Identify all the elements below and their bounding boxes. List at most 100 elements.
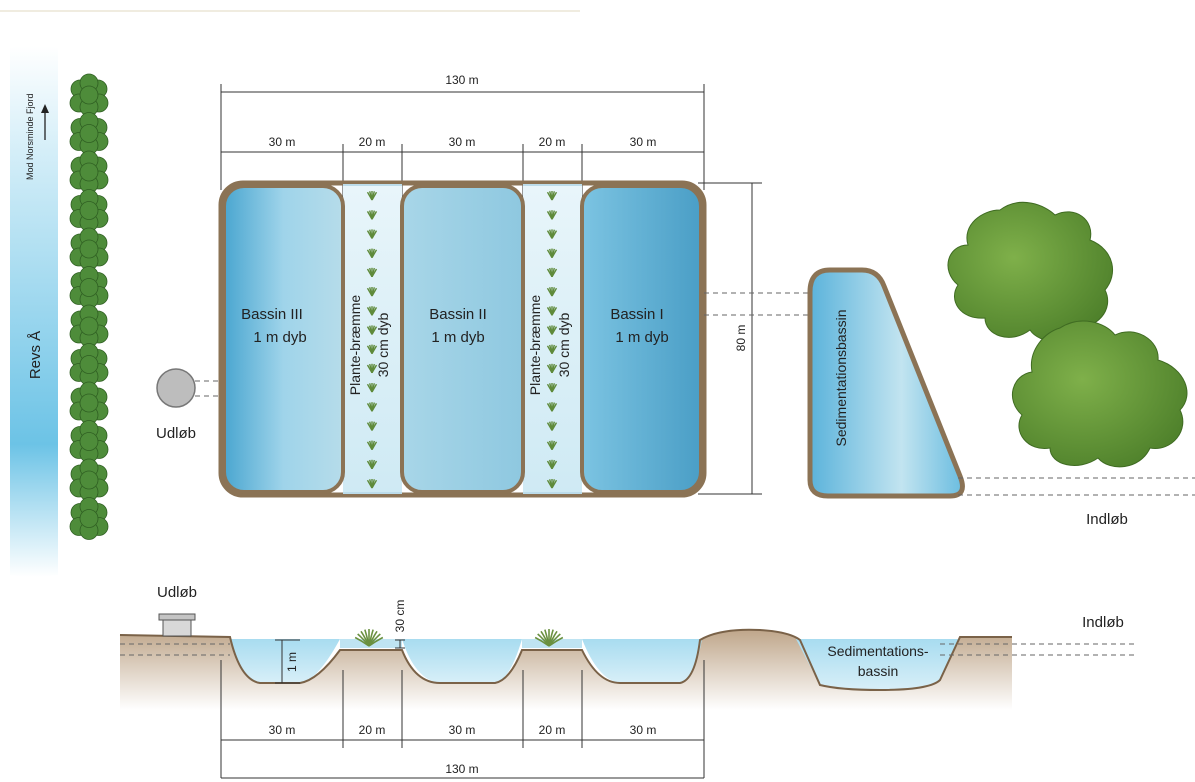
arrow-up-icon <box>41 104 49 140</box>
plant-tuft <box>546 402 558 412</box>
hedge-bush <box>69 420 109 463</box>
plant-tuft <box>366 363 378 374</box>
top-dimensions: 130 m 30 m 20 m 30 m 20 m 30 m 80 m <box>220 73 762 495</box>
plant-tuft <box>546 229 558 239</box>
outlet-box <box>158 613 196 637</box>
plant-tuft <box>546 248 558 258</box>
plant-tuft <box>546 267 558 278</box>
river-direction-label: Mod Norsminde Fjord <box>25 93 35 180</box>
plant-strip-2-name: Plante-bræmme <box>527 295 543 396</box>
cs-plant-tuft <box>354 629 384 647</box>
basin-ii <box>400 184 525 494</box>
cs-width-2: 20 m <box>359 723 386 737</box>
dim-width-3: 30 m <box>449 135 476 149</box>
water-basin-ii <box>402 639 522 683</box>
plant-tuft <box>366 287 378 297</box>
dim-total-top: 130 m <box>445 73 478 87</box>
plant-tuft <box>546 210 558 220</box>
basin-ii-name: Bassin II <box>429 306 487 323</box>
hedge-bush <box>69 304 109 348</box>
cs-depth-basin: 1 m <box>285 652 299 672</box>
plant-tuft <box>366 325 378 335</box>
inlet-label: Indløb <box>1086 511 1128 528</box>
plant-tuft <box>546 421 558 431</box>
hedge-bush <box>69 458 109 502</box>
tree-1 <box>947 201 1113 342</box>
basin-iii <box>222 184 345 494</box>
hedge-bush <box>69 150 109 194</box>
cs-sedimentation-label-1: Sedimentations- <box>827 643 929 659</box>
hedge-bush <box>69 73 109 117</box>
plant-strip-2-depth: 30 cm dyb <box>556 312 572 377</box>
plant-tuft <box>366 402 378 412</box>
dim-width-2: 20 m <box>359 135 386 149</box>
hedge-bush <box>69 381 109 425</box>
cs-width-4: 20 m <box>539 723 566 737</box>
sedimentation-basin: Sedimentationsbassin <box>807 267 965 499</box>
basin-iii-depth: 1 m dyb <box>253 329 306 346</box>
plant-tuft <box>546 191 558 201</box>
water-sedimentation <box>796 639 960 690</box>
river-name-label: Revs Å <box>27 331 44 379</box>
cs-total-length: 130 m <box>445 762 478 776</box>
sedimentation-basin-shape <box>807 267 965 499</box>
water-basin-i <box>582 639 702 683</box>
plant-tuft <box>546 306 558 316</box>
cs-depth-strip: 30 cm <box>393 600 407 633</box>
inlet: Indløb <box>958 477 1195 528</box>
ground-profile <box>119 628 1012 692</box>
basin-i-name: Bassin I <box>610 306 663 323</box>
outlet-label: Udløb <box>156 425 196 442</box>
river-water <box>10 46 58 577</box>
cs-width-1: 30 m <box>269 723 296 737</box>
cs-sedimentation-label-2: bassin <box>858 663 898 679</box>
plant-tuft <box>366 459 378 470</box>
plant-tuft <box>366 479 378 489</box>
hedge-bush <box>69 112 109 155</box>
basin-i <box>580 184 703 494</box>
cs-inlet-label: Indløb <box>1082 614 1124 631</box>
basin-complex: Bassin III 1 m dyb Bassin II 1 m dyb Bas… <box>218 180 707 498</box>
hedge-bush <box>69 497 109 540</box>
dim-height: 80 m <box>734 325 748 352</box>
outlet-well <box>156 368 196 408</box>
trees <box>947 201 1188 468</box>
plant-tuft <box>546 344 558 354</box>
plant-tuft <box>546 325 558 335</box>
plant-tuft <box>546 383 558 393</box>
sedimentation-label: Sedimentationsbassin <box>833 310 849 447</box>
plants-strip-1 <box>366 191 378 489</box>
hedge-bush <box>69 266 109 309</box>
basin-ii-depth: 1 m dyb <box>431 329 484 346</box>
cs-width-5: 30 m <box>630 723 657 737</box>
plant-tuft <box>366 229 378 239</box>
tree-2 <box>1012 320 1188 468</box>
plant-tuft <box>546 459 558 470</box>
plant-tuft <box>366 440 378 450</box>
dim-width-5: 30 m <box>630 135 657 149</box>
dim-width-1: 30 m <box>269 135 296 149</box>
plant-tuft <box>366 191 378 201</box>
cross-section: Udløb Indløb Sedimentations- bassin 1 m … <box>119 584 1135 779</box>
dim-width-4: 20 m <box>539 135 566 149</box>
plant-tuft <box>546 363 558 374</box>
cs-width-3: 30 m <box>449 723 476 737</box>
plant-tuft <box>366 267 378 278</box>
plant-tuft <box>366 306 378 316</box>
hedge-row <box>69 73 109 540</box>
basin-iii-name: Bassin III <box>241 306 303 323</box>
plant-tuft <box>366 344 378 354</box>
plant-strip-1-name: Plante-bræmme <box>347 295 363 396</box>
cs-outlet-label: Udløb <box>157 584 197 601</box>
basin-i-depth: 1 m dyb <box>615 329 668 346</box>
cs-plants <box>354 629 564 647</box>
plant-tuft <box>546 287 558 297</box>
hedge-bush <box>69 227 109 271</box>
cs-plant-tuft <box>534 629 564 647</box>
hedge-bush <box>69 189 109 232</box>
plant-strip-1-depth: 30 cm dyb <box>375 312 391 377</box>
berm-outline <box>218 180 707 498</box>
plant-tuft <box>546 479 558 489</box>
outlet: Udløb <box>156 368 221 442</box>
